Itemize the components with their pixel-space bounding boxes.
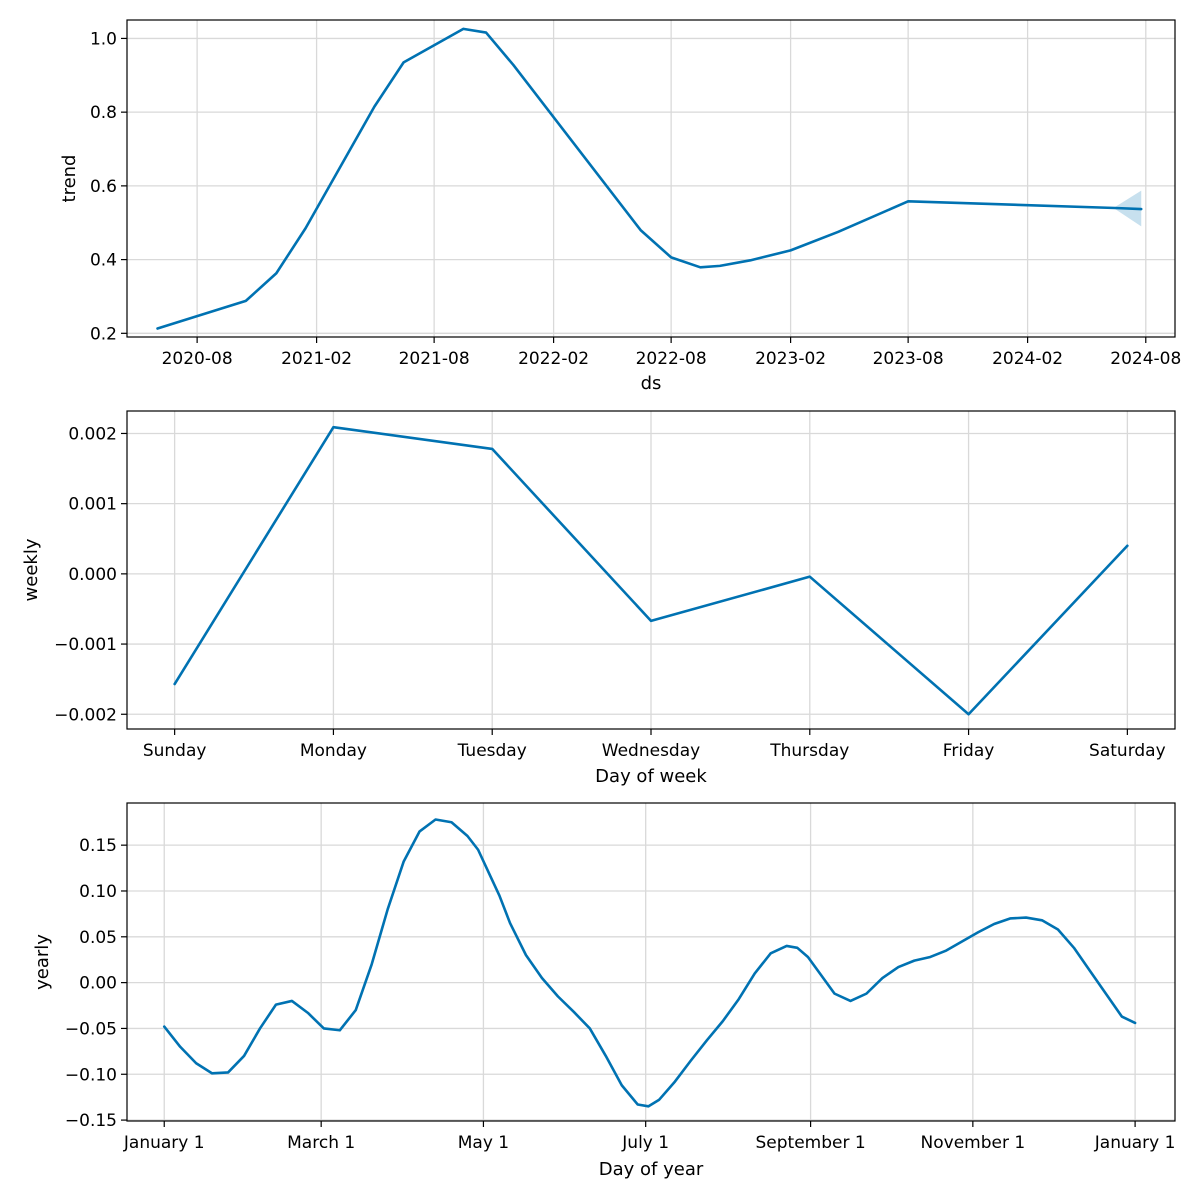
trend-x-tick-label: 2022-02 (518, 349, 589, 369)
yearly-plot-frame (126, 802, 1176, 1122)
yearly-y-tick-label: −0.05 (65, 1019, 117, 1039)
weekly-y-tick-label: −0.002 (54, 705, 117, 725)
trend-y-tick-label: 1.0 (90, 29, 117, 49)
yearly-x-tick-label: March 1 (287, 1133, 355, 1153)
yearly-y-tick-label: 0.05 (79, 928, 117, 948)
weekly-y-tick-label: 0.000 (68, 565, 117, 585)
weekly-x-tick-label: Wednesday (602, 741, 700, 761)
trend-y-tick-label: 0.8 (90, 103, 117, 123)
trend-x-tick-label: 2021-02 (281, 349, 352, 369)
yearly-x-tick-label: January 1 (1094, 1133, 1176, 1153)
trend-panel: 2020-08 2021-02 2021-08 2022-02 2022-08 2023-… (59, 19, 1181, 394)
weekly-x-tick-label: Monday (300, 741, 367, 761)
trend-x-tick-label: 2023-08 (873, 349, 944, 369)
trend-y-tick-label: 0.4 (90, 251, 117, 271)
trend-x-tick-label: 2024-02 (992, 349, 1063, 369)
trend-line (156, 27, 1143, 330)
trend-x-axis-label: ds (641, 373, 662, 394)
trend-x-tick-label: 2023-02 (755, 349, 826, 369)
weekly-line (173, 425, 1129, 716)
yearly-y-tick-label: 0.15 (79, 836, 117, 856)
yearly-line (162, 818, 1137, 1108)
trend-x-tick-label: 2024-08 (1110, 349, 1181, 369)
trend-x-tick-label: 2022-08 (636, 349, 707, 369)
yearly-y-tick-label: 0.00 (79, 974, 117, 994)
weekly-y-axis-label: weekly (21, 538, 42, 601)
weekly-x-axis-label: Day of week (595, 766, 707, 787)
yearly-y-tick-label: 0.10 (79, 882, 117, 902)
weekly-x-tick-label: Tuesday (457, 741, 527, 761)
weekly-panel: Sunday Monday Tuesday Wednesday Thursday Frid… (21, 410, 1176, 787)
yearly-panel: January 1 March 1 May 1 July 1 September 1 No… (32, 802, 1176, 1180)
trend-x-tick-label: 2020-08 (162, 349, 233, 369)
weekly-x-tick-label: Saturday (1089, 741, 1166, 761)
weekly-y-tick-label: 0.002 (68, 424, 117, 444)
trend-x-tick-label: 2021-08 (399, 349, 470, 369)
yearly-x-tick-label: January 1 (123, 1133, 205, 1153)
yearly-y-tick-label: −0.15 (65, 1111, 117, 1131)
yearly-y-axis-label: yearly (32, 934, 53, 990)
yearly-y-tick-label: −0.10 (65, 1065, 117, 1085)
trend-y-tick-label: 0.2 (90, 324, 117, 344)
weekly-x-tick-label: Friday (943, 741, 995, 761)
weekly-x-tick-label: Sunday (143, 741, 207, 761)
weekly-y-tick-label: 0.001 (68, 495, 117, 515)
weekly-x-tick-label: Thursday (769, 741, 849, 761)
weekly-y-tick-label: −0.001 (54, 635, 117, 655)
yearly-x-tick-label: May 1 (458, 1133, 509, 1153)
yearly-x-axis-label: Day of year (599, 1159, 704, 1180)
trend-y-tick-label: 0.6 (90, 177, 117, 197)
yearly-x-tick-label: July 1 (621, 1133, 669, 1153)
trend-y-axis-label: trend (59, 155, 80, 203)
yearly-x-tick-label: September 1 (756, 1133, 866, 1153)
yearly-x-tick-label: November 1 (921, 1133, 1026, 1153)
trend-plot-frame (126, 19, 1176, 338)
